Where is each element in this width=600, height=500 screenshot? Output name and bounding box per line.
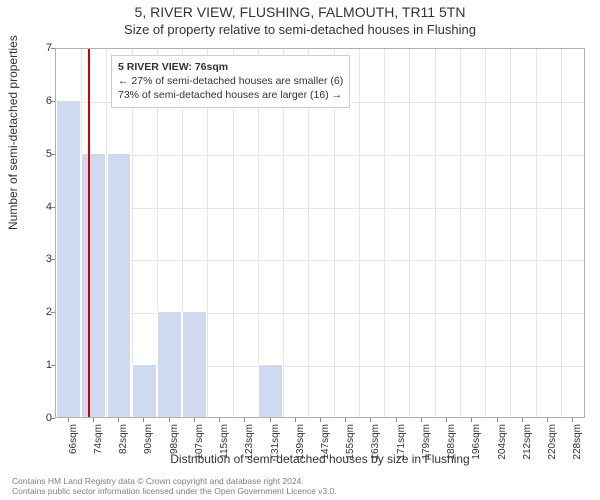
x-tick-label: 98sqm (169, 424, 180, 464)
x-tick-label: 107sqm (194, 424, 205, 464)
y-tick-mark (51, 101, 55, 102)
x-tick-label: 66sqm (68, 424, 79, 464)
x-tick-label: 123sqm (244, 424, 255, 464)
y-tick-label: 7 (38, 42, 52, 54)
chart-container: 5, RIVER VIEW, FLUSHING, FALMOUTH, TR11 … (0, 0, 600, 500)
horizontal-gridline (56, 260, 584, 261)
x-tick-mark (320, 418, 321, 422)
x-tick-mark (345, 418, 346, 422)
x-tick-label: 82sqm (118, 424, 129, 464)
vertical-gridline (510, 49, 511, 417)
plot-area: 5 RIVER VIEW: 76sqm← 27% of semi-detache… (55, 48, 585, 418)
x-tick-label: 171sqm (396, 424, 407, 464)
x-tick-mark (547, 418, 548, 422)
vertical-gridline (536, 49, 537, 417)
x-tick-mark (522, 418, 523, 422)
x-tick-mark (270, 418, 271, 422)
x-tick-mark (118, 418, 119, 422)
x-tick-label: 155sqm (345, 424, 356, 464)
y-tick-label: 6 (38, 95, 52, 107)
x-tick-label: 196sqm (471, 424, 482, 464)
footer-line-1: Contains HM Land Registry data © Crown c… (12, 476, 337, 486)
x-tick-label: 139sqm (295, 424, 306, 464)
x-tick-label: 220sqm (547, 424, 558, 464)
y-tick-mark (51, 259, 55, 260)
vertical-gridline (460, 49, 461, 417)
vertical-gridline (435, 49, 436, 417)
footer-credits: Contains HM Land Registry data © Crown c… (12, 476, 337, 496)
x-tick-mark (572, 418, 573, 422)
bar (107, 153, 132, 417)
annotation-larger: 73% of semi-detached houses are larger (… (118, 88, 343, 102)
x-tick-mark (396, 418, 397, 422)
x-tick-label: 204sqm (497, 424, 508, 464)
y-tick-label: 3 (38, 253, 52, 265)
x-tick-mark (370, 418, 371, 422)
x-tick-mark (169, 418, 170, 422)
x-tick-mark (421, 418, 422, 422)
y-tick-mark (51, 312, 55, 313)
footer-line-2: Contains public sector information licen… (12, 486, 337, 496)
vertical-gridline (359, 49, 360, 417)
bar (56, 100, 81, 417)
horizontal-gridline (56, 208, 584, 209)
y-tick-mark (51, 207, 55, 208)
bar (182, 311, 207, 417)
chart-title-main: 5, RIVER VIEW, FLUSHING, FALMOUTH, TR11 … (0, 0, 600, 20)
y-tick-label: 5 (38, 148, 52, 160)
y-tick-label: 1 (38, 359, 52, 371)
annotation-box: 5 RIVER VIEW: 76sqm← 27% of semi-detache… (111, 55, 350, 108)
x-tick-label: 163sqm (370, 424, 381, 464)
x-tick-label: 147sqm (320, 424, 331, 464)
vertical-gridline (561, 49, 562, 417)
x-tick-label: 131sqm (270, 424, 281, 464)
x-tick-mark (471, 418, 472, 422)
x-tick-mark (295, 418, 296, 422)
x-tick-label: 115sqm (219, 424, 230, 464)
x-tick-mark (68, 418, 69, 422)
x-tick-mark (219, 418, 220, 422)
vertical-gridline (485, 49, 486, 417)
x-tick-mark (446, 418, 447, 422)
bar (81, 153, 106, 417)
chart-title-sub: Size of property relative to semi-detach… (0, 20, 600, 37)
x-tick-mark (194, 418, 195, 422)
x-tick-label: 228sqm (572, 424, 583, 464)
y-tick-label: 4 (38, 201, 52, 213)
y-tick-mark (51, 48, 55, 49)
annotation-title: 5 RIVER VIEW: 76sqm (118, 60, 343, 74)
x-tick-mark (93, 418, 94, 422)
x-tick-label: 90sqm (143, 424, 154, 464)
horizontal-gridline (56, 313, 584, 314)
bar (157, 311, 182, 417)
x-tick-label: 212sqm (522, 424, 533, 464)
y-axis-label: Number of semi-detached properties (6, 35, 20, 230)
x-tick-mark (143, 418, 144, 422)
x-tick-label: 74sqm (93, 424, 104, 464)
y-tick-mark (51, 365, 55, 366)
annotation-smaller: ← 27% of semi-detached houses are smalle… (118, 74, 343, 88)
vertical-gridline (409, 49, 410, 417)
property-marker-line (88, 49, 90, 417)
bar (258, 364, 283, 417)
x-tick-mark (244, 418, 245, 422)
y-tick-label: 0 (38, 412, 52, 424)
x-tick-label: 179sqm (421, 424, 432, 464)
y-tick-label: 2 (38, 306, 52, 318)
bar (132, 364, 157, 417)
y-tick-mark (51, 154, 55, 155)
horizontal-gridline (56, 155, 584, 156)
y-tick-mark (51, 418, 55, 419)
x-tick-mark (497, 418, 498, 422)
x-tick-label: 188sqm (446, 424, 457, 464)
vertical-gridline (384, 49, 385, 417)
